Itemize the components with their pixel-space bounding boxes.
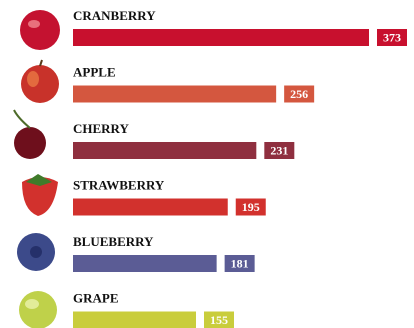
value-label: 181 (231, 256, 249, 270)
bar (73, 29, 369, 46)
category-label: APPLE (73, 64, 116, 79)
value-label-box (284, 85, 315, 103)
icon-highlight (30, 246, 42, 258)
icon-highlight (27, 71, 39, 87)
strawberry-leaf (26, 174, 52, 186)
value-label-box (377, 29, 407, 46)
category-label: STRAWBERRY (73, 177, 165, 192)
category-label: CRANBERRY (73, 8, 156, 23)
value-label: 195 (242, 200, 260, 214)
value-label-box (264, 142, 295, 159)
cherry-stem (13, 109, 31, 129)
cherry-icon (14, 127, 46, 159)
grape-icon (19, 291, 57, 328)
cranberry-icon (20, 10, 60, 50)
icon-highlight (25, 299, 39, 309)
bar (73, 311, 197, 328)
category-label: BLUEBERRY (73, 234, 154, 249)
fruit-icons (13, 10, 60, 328)
icon-highlight (28, 20, 40, 28)
value-label-box (224, 255, 255, 272)
bar (73, 142, 257, 159)
category-label: GRAPE (73, 290, 119, 305)
value-label-box (235, 198, 266, 216)
apple-icon (21, 65, 59, 103)
value-label: 231 (270, 143, 288, 157)
value-label: 256 (290, 87, 308, 101)
bar (73, 198, 228, 216)
category-label: CHERRY (73, 121, 129, 136)
bar (73, 255, 217, 272)
bar (73, 85, 277, 103)
value-label: 155 (210, 313, 228, 327)
value-label: 373 (383, 30, 401, 44)
value-label-box (204, 311, 235, 328)
apple-stem (39, 59, 43, 67)
strawberry-icon (22, 177, 58, 216)
